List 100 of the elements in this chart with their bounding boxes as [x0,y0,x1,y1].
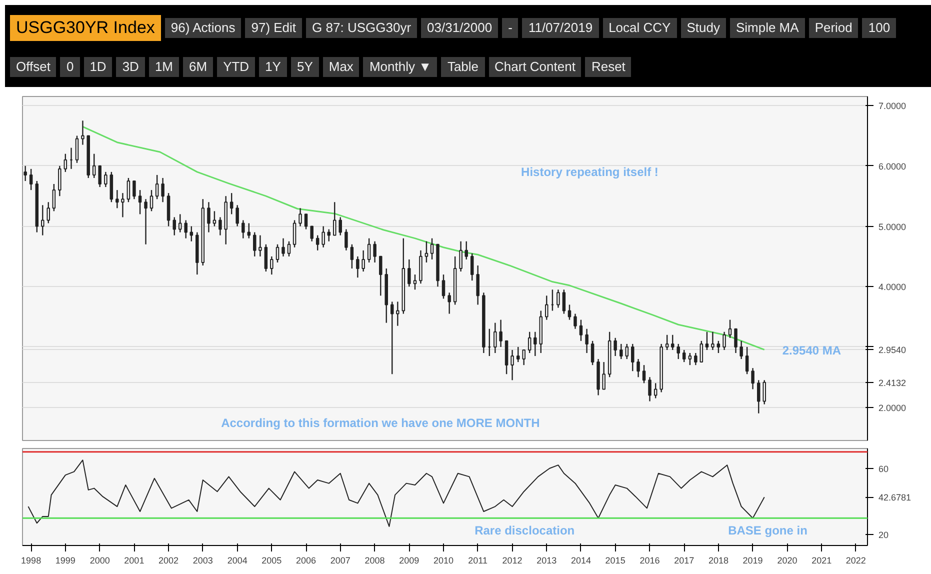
text: Local CCY [602,18,677,38]
candlestick [316,234,320,251]
candlestick [676,343,680,360]
candlestick [236,204,239,227]
text: 1Y [259,56,287,78]
candlestick [58,165,62,197]
candlestick [247,222,251,239]
candlestick [494,322,497,354]
candlestick [734,328,738,354]
x-tick-label: 2002 [158,556,179,566]
candlestick [476,264,480,306]
y-tick-label: 2.4132 [878,378,906,388]
candlestick [424,240,428,264]
candlestick [332,202,336,236]
candlestick [459,240,462,272]
candlestick [81,120,84,146]
text: G 87: USGG30yr [306,18,418,38]
candlestick [751,367,754,390]
candlestick [264,244,268,272]
x-tick-label: 2008 [364,556,385,566]
candlestick [144,198,148,245]
candlestick [636,358,640,378]
text: 3D [116,56,145,78]
text: 1D [84,56,112,78]
candlestick [665,334,669,351]
candlestick [367,238,371,264]
candlestick [448,292,451,314]
candlestick [178,214,182,233]
y-tick-label: 5.0000 [878,222,906,232]
x-tick-label: 2020 [777,556,798,566]
candlestick [230,192,234,215]
y-tick-label: 7.0000 [878,101,906,112]
candlestick [184,220,188,239]
candlestick [276,244,280,264]
candlestick [408,258,411,288]
candlestick [568,304,572,320]
x-tick-label: 2000 [90,556,110,566]
candlestick [373,240,376,264]
text: 100 [862,18,896,38]
candlestick [556,289,560,308]
x-tick-label: 2021 [812,556,832,566]
text: Chart Content [488,56,582,78]
candlestick [304,214,308,230]
candlestick [534,331,537,357]
candlestick [464,240,468,260]
text: Monthly ▼ [363,56,438,78]
candlestick [544,295,548,320]
candlestick [574,313,577,330]
text: Simple MA [730,18,805,38]
candlestick [705,331,709,351]
annotation: History repeating itself ! [521,165,658,180]
x-tick-label: 2007 [330,556,350,566]
candlestick [648,376,652,402]
candlestick [625,343,629,360]
text: 1M [148,56,179,78]
candlestick [670,334,674,351]
candlestick [562,289,566,314]
x-tick-label: 1999 [55,556,76,566]
candlestick [212,210,216,227]
x-tick-label: 2018 [708,556,728,566]
candlestick [390,301,394,375]
candlestick [579,319,583,342]
candlestick [24,165,27,182]
candlestick [590,340,594,366]
text: 5Y [290,56,319,78]
candlestick [161,177,164,203]
candlestick [362,250,365,272]
candlestick [757,380,760,414]
candlestick [688,352,692,366]
text: 0 [60,56,80,78]
x-tick-label: 2004 [227,556,248,566]
candlestick [470,252,474,282]
y-tick-label: 2.0000 [878,402,906,413]
candlestick [631,343,634,372]
x-tick-label: 2010 [433,556,454,566]
candlestick [716,340,720,354]
candlestick [322,226,325,248]
candlestick [155,174,159,200]
candlestick [516,346,520,363]
candlestick [218,216,222,236]
y-tick-label: 4.0000 [878,282,906,292]
x-tick-label: 2016 [640,556,660,566]
x-tick-label: 2003 [192,556,213,566]
candlestick [98,165,102,188]
x-tick-label: 2022 [846,556,866,566]
text: 96) Actions [164,18,242,38]
candlestick [522,349,526,366]
candlestick [92,153,96,179]
candlestick [253,232,256,258]
candlestick [642,364,646,384]
candlestick [29,168,33,191]
candlestick [745,346,749,375]
y-tick-label: 60 [878,464,889,474]
candlestick [242,220,245,239]
candlestick [298,208,302,227]
candlestick [722,331,726,351]
candlestick [104,171,108,188]
x-tick-label: 2017 [674,556,694,566]
candlestick [700,340,704,363]
x-tick-label: 2013 [536,556,557,566]
